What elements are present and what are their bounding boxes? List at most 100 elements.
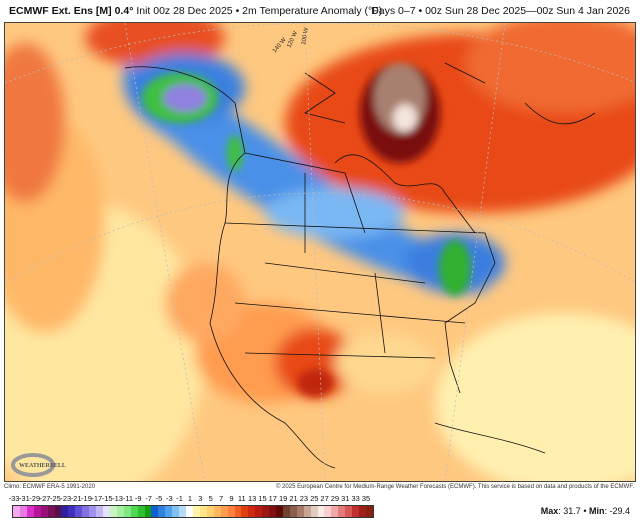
colorbar-tick: 15 [258, 494, 267, 503]
colorbar-swatch [199, 506, 207, 517]
colorbar-swatch [296, 506, 304, 517]
copyright-note: © 2025 European Centre for Medium-Range … [275, 484, 634, 490]
colorbar-swatch [269, 506, 277, 517]
colorbar-swatch [26, 506, 34, 517]
min-label: Min [588, 506, 605, 516]
colorbar-tick: 3 [198, 494, 203, 503]
colorbar-swatch [179, 506, 187, 517]
colorbar-tick: 19 [279, 494, 288, 503]
colorbar-swatch [137, 506, 145, 517]
colorbar-swatch [227, 506, 235, 517]
colorbar-swatch [359, 506, 367, 517]
colorbar-swatch [116, 506, 124, 517]
colorbar-swatch [33, 506, 41, 517]
colorbar-swatch [241, 506, 249, 517]
colorbar-swatch [54, 506, 62, 517]
colorbar-tick: 17 [268, 494, 277, 503]
colorbar-tick: 27 [320, 494, 329, 503]
colorbar-tick: 7 [218, 494, 224, 503]
colorbar-swatch [310, 506, 318, 517]
colorbar-tick: 21 [289, 494, 298, 503]
colorbar-swatch [158, 506, 166, 517]
model-name: ECMWF Ext. Ens [M] [9, 5, 112, 17]
temperature-anomaly-map: 140 W 120 W 100 W WEATHERBELL [4, 22, 636, 482]
colorbar-tick: 1 [187, 494, 193, 503]
colorbar-swatch [165, 506, 173, 517]
colorbar-tick: 5 [208, 494, 213, 503]
colorbar-ticks: -33 -31 -29 -27 -25 -23 -21 -19 -17 -15 -13 -11 -9 -7… [8, 494, 378, 504]
colorbar-tick: -5 [155, 494, 163, 503]
climo-note: Climo: ECMWF ERA-5 1991-2020 [4, 484, 96, 490]
colorbar-tick: -27 [39, 494, 51, 503]
max-min-stats: Max: 31.7 • Min: -29.4 [540, 506, 630, 516]
colorbar-swatch [303, 506, 311, 517]
colorbar-tick: 35 [361, 494, 371, 503]
colorbar-swatch [75, 506, 83, 517]
colorbar-swatch [248, 506, 256, 517]
colorbar-swatch [192, 506, 200, 517]
valid-period: Days 0–7 • 00z Sun 28 Dec 2025—00z Sun 4… [371, 5, 630, 17]
colorbar-swatch [68, 506, 76, 517]
colorbar-swatch [82, 506, 90, 517]
longitude-label: 100 W [301, 27, 310, 45]
max-label: Max [540, 506, 559, 516]
colorbar-swatch [317, 506, 325, 517]
colorbar-tick: 13 [247, 494, 257, 503]
colorbar-swatch [47, 506, 55, 517]
colorbar-tick: -1 [176, 494, 183, 503]
colorbar-tick: -23 [60, 494, 72, 503]
colorbar-tick: -7 [145, 494, 152, 503]
weatherbell-logo: WEATHERBELL [11, 453, 66, 477]
svg-text:WEATHERBELL: WEATHERBELL [19, 463, 66, 469]
colorbar-tick: -3 [165, 494, 173, 503]
colorbar-swatch [234, 506, 242, 517]
colorbar-swatch [282, 506, 290, 517]
colorbar-swatch [206, 506, 214, 517]
colorbar-tick: 29 [330, 494, 340, 503]
colorbar-tick: -17 [91, 494, 103, 503]
colorbar-tick: 25 [310, 494, 319, 503]
field-name: 2m Temperature Anomaly (°F) [242, 5, 383, 17]
colorbar-swatch [366, 506, 373, 517]
colorbar-swatch [345, 506, 353, 517]
colorbar-tick: 31 [341, 494, 350, 503]
colorbar-swatch [96, 506, 103, 517]
colorbar-swatch [13, 506, 20, 517]
colorbar-tick: -29 [29, 494, 41, 503]
colorbar-tick: -31 [18, 494, 30, 503]
colorbar-swatch [289, 506, 297, 517]
colorbar-tick: -11 [122, 494, 134, 503]
separator: • [235, 5, 240, 17]
colorbar-tick: 33 [351, 494, 360, 503]
colorbar-swatch [151, 506, 159, 517]
colorbar-swatch [89, 506, 97, 517]
colorbar-swatch [352, 506, 360, 517]
colorbar-swatch [220, 506, 228, 517]
model-resolution: 0.4° [114, 5, 134, 17]
colorbar-tick: 9 [229, 494, 234, 503]
colorbar-swatch [123, 506, 131, 517]
colorbar-tick: 11 [237, 494, 246, 503]
colorbar [12, 505, 374, 518]
colorbar-swatch [172, 506, 180, 517]
colorbar-swatch [338, 506, 346, 517]
colorbar-tick: -21 [70, 494, 82, 503]
max-value: 31.7 [563, 506, 581, 516]
colorbar-swatch [324, 506, 332, 517]
colorbar-tick: -33 [8, 494, 20, 503]
colorbar-tick: -25 [49, 494, 61, 503]
colorbar-swatch [61, 506, 69, 517]
colorbar-swatch [40, 506, 48, 517]
colorbar-swatch [144, 506, 152, 517]
colorbar-swatch [186, 506, 193, 517]
colorbar-swatch [276, 506, 283, 517]
colorbar-swatch [213, 506, 221, 517]
colorbar-swatch [109, 506, 117, 517]
colorbar-tick: -15 [101, 494, 113, 503]
colorbar-tick: -19 [81, 494, 92, 503]
init-time: Init 00z 28 Dec 2025 [136, 5, 233, 17]
colorbar-swatch [102, 506, 110, 517]
colorbar-tick: -9 [134, 494, 142, 503]
colorbar-swatch [255, 506, 263, 517]
colorbar-swatch [130, 506, 138, 517]
